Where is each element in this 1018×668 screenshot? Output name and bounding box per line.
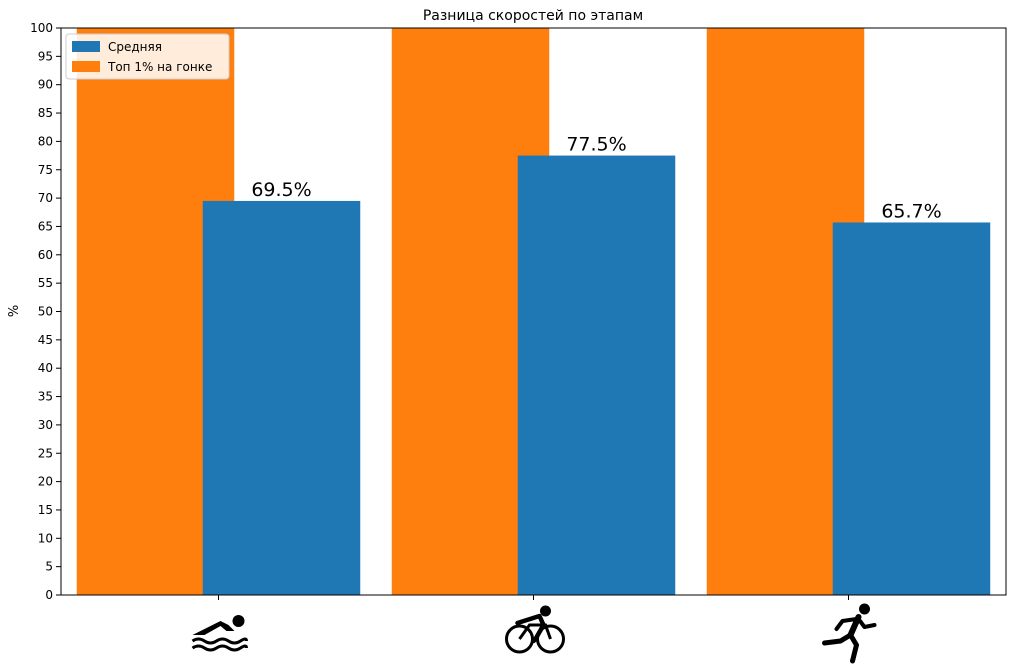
running-icon <box>822 603 877 664</box>
y-tick-label-19: 95 <box>38 49 53 63</box>
y-tick-label-7: 35 <box>38 390 53 404</box>
y-tick-label-4: 20 <box>38 475 53 489</box>
y-tick-label-5: 25 <box>38 446 53 460</box>
y-tick-label-8: 40 <box>38 361 53 375</box>
y-tick-label-14: 70 <box>38 191 53 205</box>
y-tick-label-1: 5 <box>45 560 53 574</box>
y-tick-label-17: 85 <box>38 106 53 120</box>
y-axis-label: % <box>7 305 22 317</box>
data-label-1: 77.5% <box>566 134 626 156</box>
y-tick-label-15: 75 <box>38 163 53 177</box>
y-tick-label-12: 60 <box>38 248 53 262</box>
bar-average-0 <box>202 200 361 595</box>
y-tick-label-3: 15 <box>38 503 53 517</box>
y-tick-label-16: 80 <box>38 134 53 148</box>
y-tick-label-18: 90 <box>38 78 53 92</box>
y-tick-label-13: 65 <box>38 219 53 233</box>
swimming-icon <box>191 615 248 652</box>
chart-title: Разница скоростей по этапам <box>423 8 643 24</box>
legend-label-0: Средняя <box>108 40 162 54</box>
legend-swatch-1 <box>72 61 100 72</box>
y-tick-label-11: 55 <box>38 276 53 290</box>
bar-average-2 <box>832 222 991 595</box>
bar-average-1 <box>517 155 676 595</box>
y-tick-label-6: 30 <box>38 418 53 432</box>
legend-box <box>65 33 230 80</box>
y-tick-label-0: 0 <box>45 588 53 602</box>
legend-label-1: Топ 1% на гонке <box>107 60 212 74</box>
y-tick-label-9: 45 <box>38 333 53 347</box>
data-label-0: 69.5% <box>251 179 311 201</box>
y-tick-label-20: 100 <box>30 21 53 35</box>
y-tick-label-10: 50 <box>38 305 53 319</box>
data-label-2: 65.7% <box>881 200 941 222</box>
legend-swatch-0 <box>72 41 100 52</box>
cycling-icon <box>505 605 565 654</box>
y-tick-label-2: 10 <box>38 531 53 545</box>
